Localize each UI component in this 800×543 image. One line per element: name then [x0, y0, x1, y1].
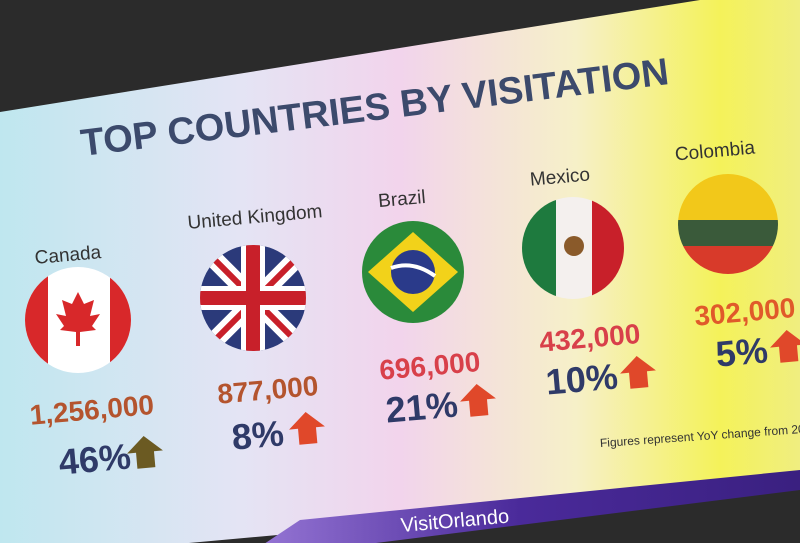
yoy-change: 10%	[544, 355, 619, 402]
yoy-change: 21%	[384, 383, 459, 430]
logo-band	[265, 470, 800, 543]
up-arrow	[127, 436, 163, 469]
yoy-change: 46%	[57, 435, 132, 482]
up-arrow	[289, 412, 325, 445]
up-arrow	[620, 356, 656, 389]
flag-brazil	[362, 221, 464, 323]
country-name: Mexico	[529, 164, 591, 190]
yoy-change: 5%	[714, 329, 769, 374]
flag-mexico	[522, 197, 624, 299]
up-arrow	[770, 330, 800, 363]
yoy-change: 8%	[230, 412, 285, 457]
up-arrow	[460, 384, 496, 417]
country-name: Brazil	[377, 187, 426, 212]
